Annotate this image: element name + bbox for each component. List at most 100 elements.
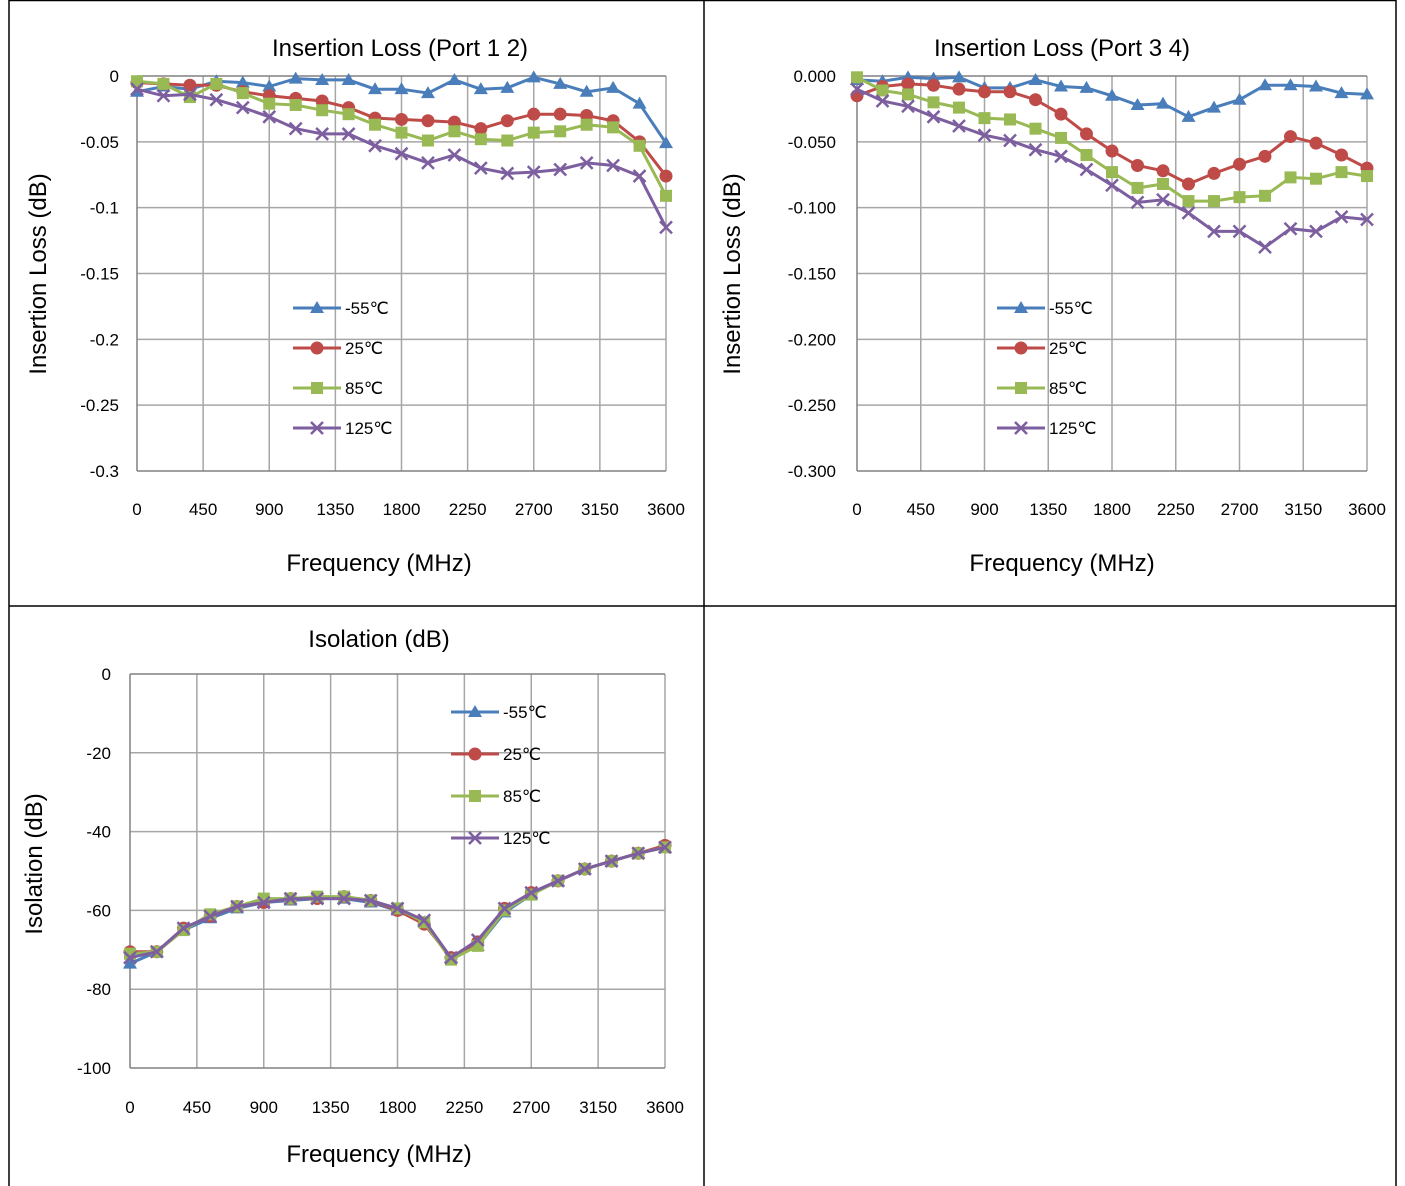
data-point (395, 126, 408, 139)
data-point (235, 100, 250, 115)
data-point (1029, 122, 1042, 135)
data-point (368, 138, 382, 153)
y-axis-label: Insertion Loss (dB) (25, 173, 52, 374)
data-point (176, 921, 191, 936)
data-point (1360, 87, 1374, 100)
x-tick-label: 1350 (316, 500, 354, 519)
data-point (256, 895, 271, 910)
legend-marker (468, 705, 482, 717)
data-point (1334, 86, 1349, 99)
data-point (1079, 80, 1094, 93)
data-point (1157, 177, 1169, 190)
data-point (579, 84, 594, 97)
data-point (875, 94, 890, 108)
x-tick-label: 3600 (647, 500, 685, 519)
data-point (659, 169, 673, 183)
y-tick-label: -0.200 (788, 330, 836, 349)
x-tick-label: 2700 (1221, 500, 1259, 519)
legend-marker (468, 831, 482, 845)
chart-insertion-loss-port-3-4: Insertion Loss (Port 3 4) Insertion Loss… (719, 35, 1386, 577)
y-tick-label: -0.05 (80, 133, 119, 152)
data-point (1207, 166, 1221, 180)
data-point (1309, 136, 1323, 150)
x-axis-label: Frequency (MHz) (969, 550, 1154, 577)
data-point (1181, 206, 1196, 220)
x-tick-label: 1800 (383, 500, 421, 519)
data-point (876, 84, 889, 97)
legend-label: 85℃ (503, 787, 541, 806)
data-point (156, 88, 171, 103)
data-point (473, 161, 488, 176)
data-point (1258, 78, 1272, 91)
y-tick-label: 0 (102, 665, 111, 684)
y-tick-label: 0 (110, 67, 119, 86)
data-point (315, 72, 330, 85)
legend-marker (1014, 341, 1028, 355)
data-point (131, 75, 143, 88)
data-point (1182, 177, 1195, 191)
data-point (1233, 157, 1246, 171)
data-point (311, 890, 324, 903)
data-point (606, 80, 621, 93)
data-point (421, 156, 435, 170)
y-tick-label: -0.2 (90, 330, 119, 349)
legend-label: -55℃ (503, 703, 547, 722)
data-point (236, 87, 249, 100)
chart-title: Isolation (dB) (308, 626, 449, 653)
y-tick-label: -0.1 (90, 199, 119, 218)
data-point (901, 99, 915, 114)
data-point (230, 899, 244, 914)
data-point (1156, 96, 1170, 109)
legend-marker (311, 382, 323, 394)
data-point (1105, 144, 1119, 158)
y-tick-label: -0.3 (90, 462, 119, 481)
x-tick-label: 900 (255, 500, 283, 519)
y-tick-label: -0.15 (80, 265, 119, 284)
data-point (527, 107, 541, 121)
data-point (631, 846, 646, 861)
data-point (501, 134, 514, 147)
data-point (554, 125, 567, 138)
data-point (262, 79, 277, 92)
data-point (289, 98, 302, 111)
data-point (977, 128, 992, 143)
chart-isolation: Isolation (dB) Isolation (dB) Frequency … (21, 626, 684, 1168)
data-point (1003, 85, 1017, 99)
data-point (473, 82, 488, 95)
data-point (394, 82, 409, 95)
legend-label: 85℃ (345, 379, 383, 398)
data-point (526, 70, 541, 83)
x-tick-label: 2250 (445, 1098, 483, 1117)
data-point (315, 127, 330, 141)
data-point (341, 127, 356, 141)
data-point (526, 165, 541, 180)
x-tick-label: 3150 (579, 1098, 617, 1117)
data-point (1156, 192, 1170, 207)
data-point (183, 87, 197, 102)
data-point (1334, 209, 1349, 224)
data-point (1028, 142, 1043, 157)
data-point (500, 80, 515, 93)
data-point (606, 158, 620, 173)
data-point (553, 162, 568, 177)
data-point (1258, 149, 1272, 163)
x-tick-label: 2700 (512, 1098, 550, 1117)
data-point (926, 109, 941, 124)
x-tick-label: 2700 (515, 500, 553, 519)
data-point (1131, 181, 1144, 194)
data-point (368, 82, 383, 95)
data-point (1079, 162, 1094, 177)
data-point (604, 854, 619, 869)
legend-label: -55℃ (1049, 299, 1093, 318)
data-point (474, 122, 488, 136)
data-point (1207, 224, 1221, 239)
x-tick-label: 0 (125, 1098, 134, 1117)
data-point (952, 119, 966, 133)
data-point (1232, 92, 1247, 105)
data-point (850, 82, 864, 97)
data-point (288, 121, 303, 136)
x-tick-label: 450 (907, 500, 935, 519)
data-point (1105, 178, 1119, 193)
data-point (1105, 88, 1119, 101)
